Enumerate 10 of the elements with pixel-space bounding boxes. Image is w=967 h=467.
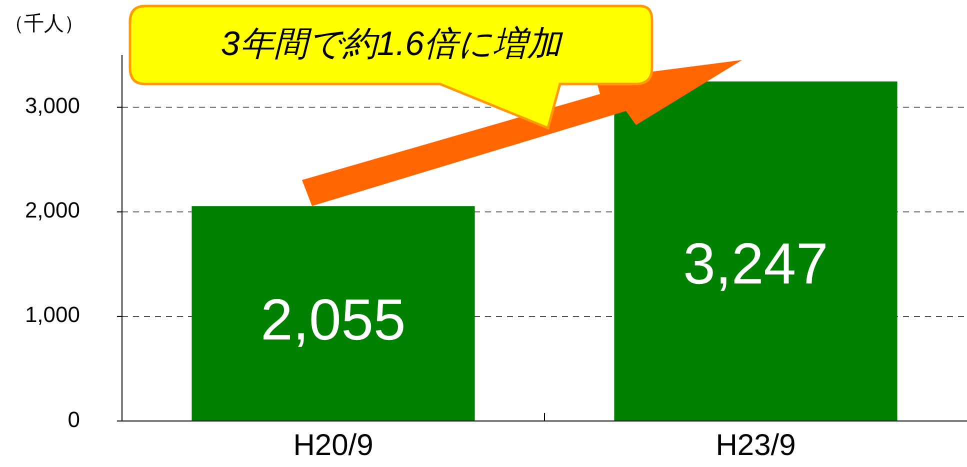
y-tick-label: 0 [68, 406, 80, 432]
y-tick-label: 2,000 [24, 198, 80, 223]
y-tick-label: 1,000 [24, 302, 80, 328]
data-label: 2,055 [260, 288, 406, 353]
annotation: 3年間で約1.6倍に増加 [220, 24, 564, 63]
x-tick-label: H20/9 [293, 429, 374, 462]
x-tick-label: H23/9 [716, 429, 796, 462]
y-tick-label: 3,000 [24, 93, 80, 118]
y-axis-title: （千人） [4, 13, 84, 35]
data-label: 3,247 [683, 232, 828, 297]
